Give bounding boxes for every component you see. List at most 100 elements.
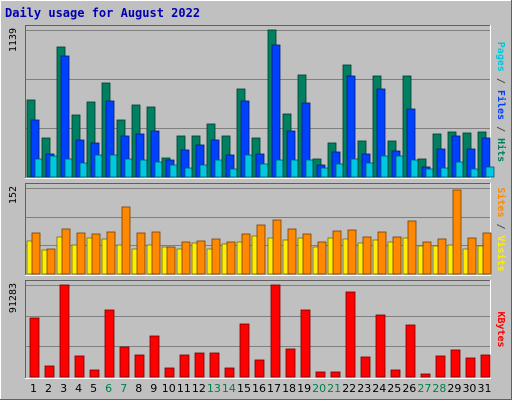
bar-kbytes-day-18 bbox=[285, 348, 296, 378]
x-tick-label: 17 bbox=[267, 382, 281, 395]
legend-label-visits: Sites / Visits bbox=[495, 187, 507, 271]
legend-entry: Pages bbox=[495, 42, 506, 72]
bar-kbytes-day-26 bbox=[405, 324, 416, 378]
bar-kbytes-day-17 bbox=[270, 284, 281, 378]
y-max-label: 152 bbox=[8, 186, 19, 204]
x-tick-label: 18 bbox=[282, 382, 296, 395]
x-tick-label: 28 bbox=[432, 382, 446, 395]
x-tick-label: 30 bbox=[462, 382, 476, 395]
bar-kbytes-day-4 bbox=[74, 355, 85, 378]
x-tick-label: 10 bbox=[162, 382, 176, 395]
bar-kbytes-day-6 bbox=[104, 309, 115, 378]
legend-entry: Hits bbox=[495, 138, 507, 162]
bar-sites-day-9 bbox=[151, 231, 161, 275]
y-max-label: 1139 bbox=[8, 28, 19, 52]
bar-sites-day-27 bbox=[422, 241, 432, 275]
bar-kbytes-day-15 bbox=[239, 323, 250, 378]
bar-sites-day-19 bbox=[302, 233, 312, 275]
bar-sites-day-6 bbox=[106, 231, 116, 275]
x-tick-label: 12 bbox=[192, 382, 206, 395]
x-tick-label: 2 bbox=[45, 382, 52, 395]
x-tick-label: 11 bbox=[177, 382, 191, 395]
bar-kbytes-day-22 bbox=[345, 291, 356, 378]
x-tick-label: 8 bbox=[135, 382, 142, 395]
bar-sites-day-22 bbox=[347, 229, 357, 275]
y-max-label: 91283 bbox=[8, 283, 19, 313]
x-tick-label: 21 bbox=[327, 382, 341, 395]
x-tick-label: 9 bbox=[150, 382, 157, 395]
legend-entry: / bbox=[495, 217, 506, 235]
panel-kbytes: 91283 KBytes bbox=[8, 280, 506, 379]
bar-sites-day-13 bbox=[211, 238, 221, 275]
legend-entry: Visits bbox=[495, 236, 507, 272]
bar-kbytes-day-7 bbox=[119, 346, 130, 378]
bar-sites-day-20 bbox=[317, 241, 327, 275]
bar-sites-day-21 bbox=[332, 230, 342, 275]
bar-kbytes-day-16 bbox=[254, 359, 265, 378]
bar-sites-day-16 bbox=[256, 224, 266, 275]
bar-kbytes-day-30 bbox=[465, 357, 476, 378]
bar-sites-day-2 bbox=[46, 248, 56, 275]
legend-entry: KBytes bbox=[495, 311, 506, 347]
x-tick-label: 7 bbox=[120, 382, 127, 395]
x-tick-label: 27 bbox=[417, 382, 431, 395]
x-tick-label: 6 bbox=[105, 382, 112, 395]
x-tick-label: 22 bbox=[342, 382, 356, 395]
bar-sites-day-24 bbox=[377, 231, 387, 275]
bar-kbytes-day-9 bbox=[149, 335, 160, 378]
bar-kbytes-day-24 bbox=[375, 314, 386, 378]
bar-kbytes-day-31 bbox=[480, 354, 491, 378]
bar-sites-day-4 bbox=[76, 232, 86, 275]
x-tick-label: 29 bbox=[447, 382, 461, 395]
bar-kbytes-day-21 bbox=[330, 371, 341, 378]
bar-sites-day-10 bbox=[166, 246, 176, 275]
chart-panels: 1139 Pages / Files / Hits 152 Sites / Visit… bbox=[8, 25, 507, 379]
bar-sites-day-18 bbox=[287, 228, 297, 275]
bar-kbytes-day-27 bbox=[420, 373, 431, 378]
x-tick-label: 31 bbox=[477, 382, 491, 395]
bar-kbytes-day-20 bbox=[315, 371, 326, 378]
bar-sites-day-23 bbox=[362, 236, 372, 275]
bar-sites-day-17 bbox=[272, 219, 282, 275]
bar-kbytes-day-2 bbox=[44, 365, 55, 378]
legend-label-hits: Pages / Files / Hits bbox=[495, 42, 507, 162]
bar-kbytes-day-5 bbox=[89, 369, 100, 378]
bar-kbytes-day-10 bbox=[164, 367, 175, 378]
bar-pages-day-31 bbox=[485, 166, 495, 178]
bar-sites-day-3 bbox=[61, 228, 71, 275]
bar-kbytes-day-1 bbox=[29, 317, 40, 378]
x-tick-label: 14 bbox=[222, 382, 236, 395]
x-tick-label: 16 bbox=[252, 382, 266, 395]
bar-sites-day-5 bbox=[91, 233, 101, 275]
x-tick-label: 3 bbox=[60, 382, 67, 395]
x-tick-label: 4 bbox=[75, 382, 82, 395]
x-tick-label: 26 bbox=[402, 382, 416, 395]
bar-kbytes-day-14 bbox=[224, 367, 235, 378]
x-tick-label: 19 bbox=[297, 382, 311, 395]
x-tick-label: 20 bbox=[312, 382, 326, 395]
bar-kbytes-day-19 bbox=[300, 309, 311, 378]
bar-kbytes-day-11 bbox=[179, 354, 190, 378]
x-tick-label: 13 bbox=[207, 382, 221, 395]
legend-entry: / bbox=[495, 72, 506, 90]
bar-kbytes-day-3 bbox=[59, 284, 70, 378]
bar-sites-day-12 bbox=[196, 240, 206, 275]
bar-files-day-17 bbox=[271, 44, 281, 178]
panel-hits: 1139 Pages / Files / Hits bbox=[8, 25, 507, 179]
bar-sites-day-15 bbox=[241, 233, 251, 275]
bar-sites-day-25 bbox=[392, 236, 402, 275]
bar-sites-day-14 bbox=[226, 241, 236, 275]
bar-sites-day-30 bbox=[467, 237, 477, 275]
bar-sites-day-1 bbox=[31, 232, 41, 275]
chart-title: Daily usage for August 2022 bbox=[5, 6, 200, 20]
bar-sites-day-26 bbox=[407, 220, 417, 275]
bar-sites-day-28 bbox=[437, 238, 447, 275]
bar-kbytes-day-23 bbox=[360, 356, 371, 378]
legend-entry: / bbox=[495, 120, 506, 138]
x-tick-label: 25 bbox=[387, 382, 401, 395]
bar-kbytes-day-8 bbox=[134, 354, 145, 378]
x-tick-label: 5 bbox=[90, 382, 97, 395]
x-tick-label: 24 bbox=[372, 382, 386, 395]
bar-pages-day-16 bbox=[259, 163, 269, 178]
